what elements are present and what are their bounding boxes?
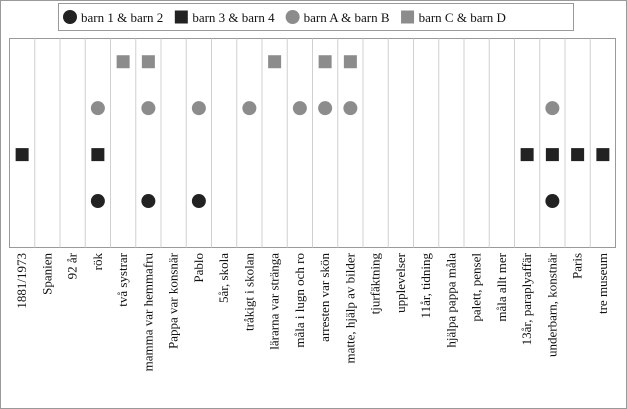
x-tick-label: 5år, skola: [216, 253, 231, 303]
x-tick-label: 11år, tidning: [418, 253, 433, 319]
data-point: [141, 194, 156, 209]
x-tick-label: tråkigt i skolan: [241, 253, 256, 331]
data-point: [268, 55, 282, 69]
legend-marker: [174, 10, 188, 24]
data-point: [191, 194, 206, 209]
x-tick-label: måla allt mer: [494, 252, 509, 321]
x-tick-label: lärarna var stränga: [267, 253, 282, 350]
x-tick-label: Spanien: [39, 253, 54, 295]
data-point: [343, 55, 357, 69]
x-tick-label: 13år, paraplyaffär: [519, 252, 534, 345]
x-tick-label: Pappa var konsnär: [166, 252, 181, 349]
data-point: [141, 55, 155, 69]
legend-marker: [401, 10, 415, 24]
x-tick-label: palett, pensel: [469, 253, 484, 322]
data-point: [15, 148, 29, 162]
data-point: [545, 194, 560, 209]
legend-label: barn 1 & barn 2: [81, 10, 163, 25]
x-tick-label: upplevelser: [393, 252, 408, 313]
data-point: [191, 101, 206, 116]
x-tick-label: Paris: [570, 253, 585, 279]
x-tick-label: 92 år: [65, 252, 80, 279]
x-tick-label: två systrar: [115, 252, 130, 306]
x-tick-label: mamma var hemmafru: [140, 253, 155, 372]
data-point: [596, 148, 610, 162]
data-point: [91, 148, 105, 162]
legend-marker: [285, 10, 300, 24]
x-tick-label: tre museum: [595, 253, 610, 314]
data-point: [571, 148, 585, 162]
data-point: [343, 101, 358, 116]
data-point: [141, 101, 156, 116]
legend-box: [58, 3, 574, 31]
data-point: [545, 148, 559, 162]
x-tick-label: måla i lugn och ro: [292, 253, 307, 348]
data-point: [292, 101, 307, 116]
data-point: [318, 55, 332, 69]
data-point: [90, 101, 105, 116]
legend-label: barn C & barn D: [419, 10, 506, 25]
legend-marker: [63, 10, 77, 24]
data-point: [520, 148, 534, 162]
legend-label: barn A & barn B: [304, 10, 390, 25]
x-tick-label: tjurfäktning: [368, 253, 383, 315]
data-point: [116, 55, 130, 69]
x-tick-label: hjälpa pappa måla: [443, 253, 458, 348]
legend-label: barn 3 & barn 4: [192, 10, 275, 25]
data-point: [242, 101, 257, 116]
data-point: [545, 101, 560, 116]
x-tick-label: rök: [90, 253, 105, 271]
x-tick-label: underbarn, konstnär: [544, 252, 559, 357]
x-tick-label: Pablo: [191, 253, 206, 283]
x-tick-label: matte, hjälp av bilder: [342, 252, 357, 363]
data-point: [90, 194, 105, 209]
data-point: [318, 101, 333, 116]
x-tick-label: arresten var skön: [317, 253, 332, 342]
x-tick-label: 1881/1973: [14, 253, 29, 309]
